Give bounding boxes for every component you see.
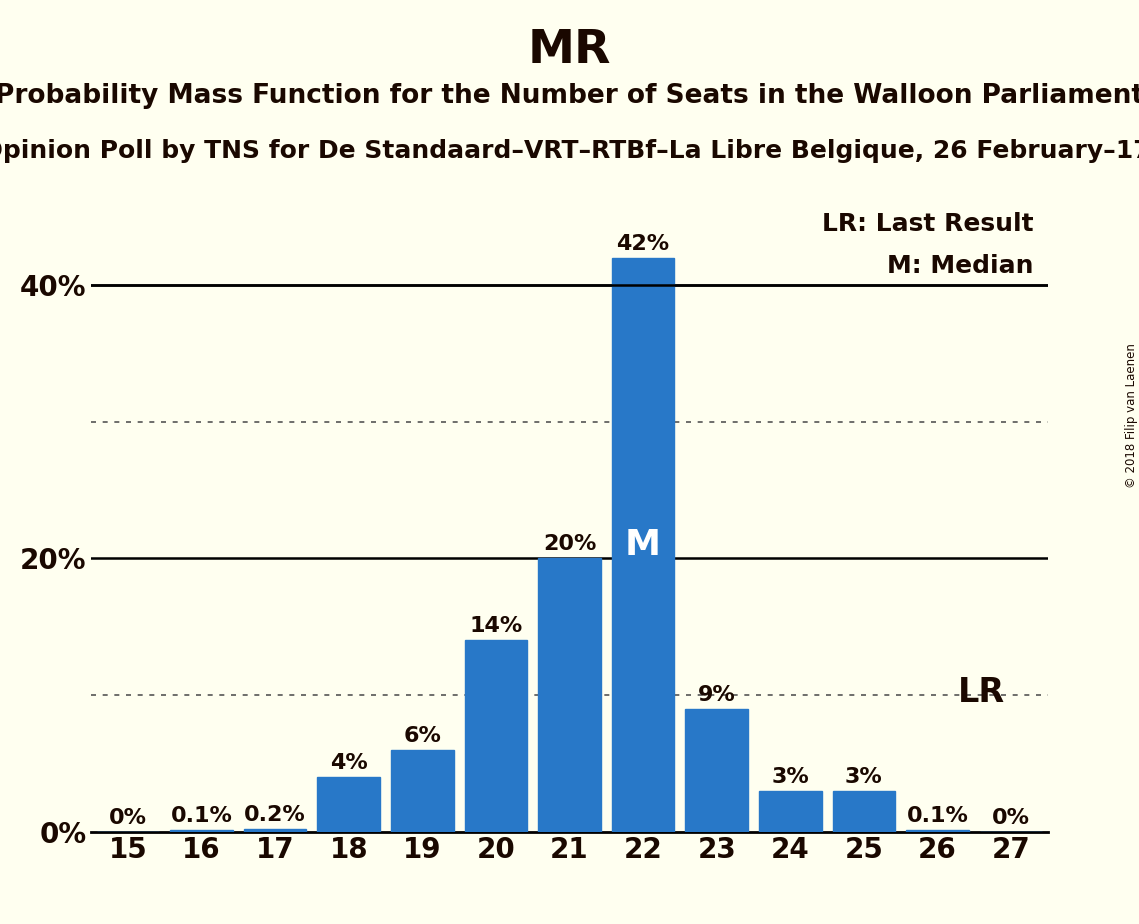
Text: 3%: 3% [771,767,809,786]
Text: an Opinion Poll by TNS for De Standaard–VRT–RTBf–La Libre Belgique, 26 February–: an Opinion Poll by TNS for De Standaard–… [0,139,1139,163]
Text: 0%: 0% [109,808,147,828]
Text: LR: Last Result: LR: Last Result [821,212,1033,236]
Text: 4%: 4% [330,753,368,772]
Bar [170,831,232,832]
Bar [318,777,380,832]
Text: 0.1%: 0.1% [171,806,232,826]
Text: 9%: 9% [698,685,736,705]
Bar [465,640,527,832]
Text: 20%: 20% [543,534,596,554]
Text: LR: LR [958,675,1006,709]
Bar [686,709,748,832]
Text: M: M [625,528,661,562]
Text: 3%: 3% [845,767,883,786]
Bar [833,791,895,832]
Text: MR: MR [527,28,612,73]
Bar [539,558,600,832]
Bar [907,831,969,832]
Text: © 2018 Filip van Laenen: © 2018 Filip van Laenen [1124,344,1138,488]
Bar [759,791,821,832]
Text: Probability Mass Function for the Number of Seats in the Walloon Parliament: Probability Mass Function for the Number… [0,83,1139,109]
Text: 42%: 42% [616,234,670,254]
Text: 6%: 6% [403,725,441,746]
Text: 0%: 0% [992,808,1030,828]
Bar [612,258,674,832]
Bar [391,749,453,832]
Text: M: Median: M: Median [886,254,1033,278]
Bar [244,829,306,832]
Text: 0.2%: 0.2% [244,805,306,825]
Text: 0.1%: 0.1% [907,806,968,826]
Text: 14%: 14% [469,616,523,637]
